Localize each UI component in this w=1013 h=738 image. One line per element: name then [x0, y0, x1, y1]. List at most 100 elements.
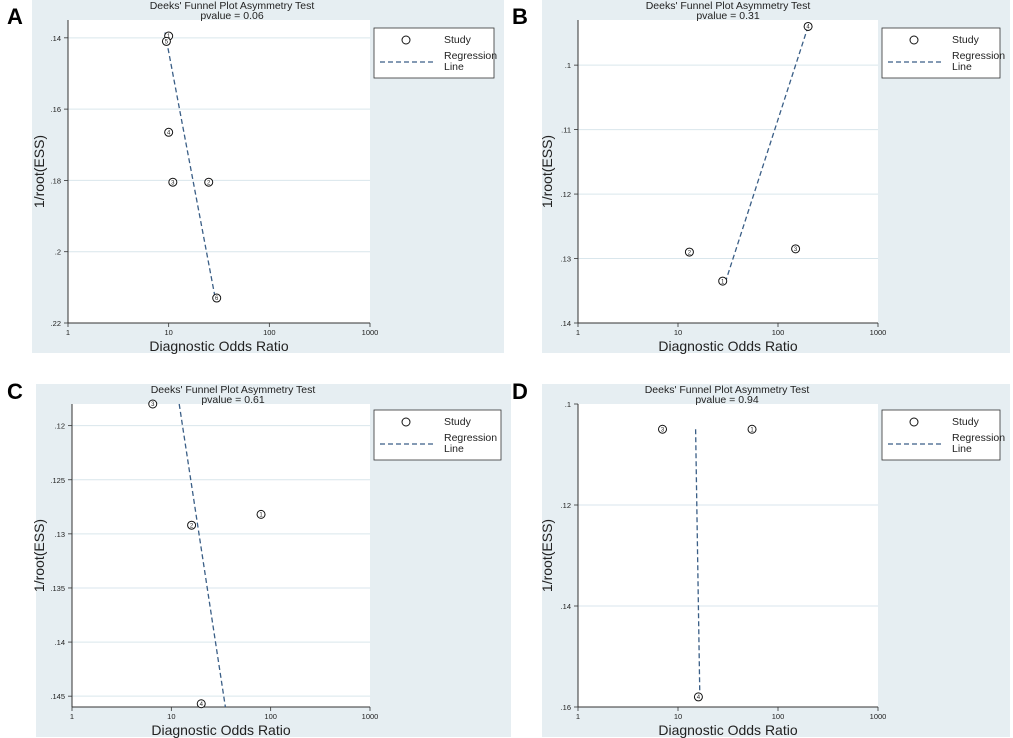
study-point: [658, 424, 668, 434]
x-axis-label: Diagnostic Odds Ratio: [151, 722, 291, 738]
legend-box: [881, 409, 1001, 461]
x-tick-label: 1000: [870, 328, 887, 337]
y-tick-label: .13: [55, 530, 65, 539]
study-point-label: 5: [165, 40, 169, 46]
study-point: [164, 127, 174, 137]
regression-line: [725, 26, 809, 282]
y-axis-label: 1/root(ESS): [31, 519, 47, 592]
x-axis-label: Diagnostic Odds Ratio: [658, 338, 798, 354]
pvalue-text: pvalue = 0.31: [696, 10, 760, 22]
legend-box: [881, 27, 1001, 79]
x-tick-label: 10: [674, 328, 682, 337]
regression-line: [694, 429, 701, 692]
study-point: [168, 177, 178, 187]
chart-panel-c: .12 .125 .13 .135 .14 .145 1 10 100 1000 Deeks' Fu…: [7, 379, 511, 738]
study-point: [803, 21, 813, 31]
study-point-label: 3: [794, 247, 798, 253]
y-tick-label: .11: [561, 126, 571, 135]
legend-study-label: Study: [444, 416, 472, 428]
study-point-label: 3: [151, 402, 155, 408]
regression-line: [164, 32, 216, 299]
study-point: [256, 509, 266, 519]
panel-letter: D: [512, 379, 528, 404]
y-tick-label: .14: [51, 34, 61, 43]
legend-regression-label: Regression: [444, 432, 497, 444]
regression-line: [178, 403, 227, 708]
study-point: [161, 36, 171, 46]
y-tick-label: .12: [55, 422, 65, 431]
legend-study-marker: [401, 35, 411, 45]
legend-regression-label: Regression: [444, 50, 497, 62]
chart-panel-b: .1 .11 .12 .13 .14 1 10 100 1000 Deeks' Funnel Pl…: [512, 0, 1010, 354]
legend-study-marker: [401, 417, 411, 427]
legend-regression-label: Regression: [952, 50, 1005, 62]
y-tick-label: .135: [50, 584, 65, 593]
y-tick-label: .12: [561, 190, 571, 199]
y-tick-label: .18: [51, 176, 61, 185]
x-tick-label: 100: [772, 328, 785, 337]
pvalue-text: pvalue = 0.94: [695, 394, 759, 406]
chart-panel-a: .14 .16 .18 .2 .22 1 10 100 1000 Deeks' Funnel Pl…: [7, 0, 504, 354]
legend-regression-label-line2: Line: [444, 61, 464, 73]
study-point-label: 2: [207, 180, 211, 186]
y-axis-label: 1/root(ESS): [539, 135, 555, 208]
y-tick-label: .14: [561, 602, 571, 611]
study-point-label: 1: [259, 513, 263, 519]
y-tick-label: .145: [50, 692, 65, 701]
study-point: [204, 177, 214, 187]
x-tick-label: 1: [70, 712, 74, 721]
x-tick-label: 1000: [362, 328, 379, 337]
chart-title: Deeks' Funnel Plot Asymmetry Test: [645, 384, 810, 396]
y-tick-label: .16: [51, 105, 61, 114]
x-tick-label: 10: [167, 712, 175, 721]
study-point: [747, 424, 757, 434]
legend-study-label: Study: [444, 34, 472, 46]
study-point: [684, 247, 694, 257]
x-tick-label: 100: [772, 712, 785, 721]
study-point: [187, 520, 197, 530]
y-tick-label: .13: [561, 255, 571, 264]
x-tick-label: 100: [264, 712, 277, 721]
study-point: [148, 399, 158, 409]
x-axis-label: Diagnostic Odds Ratio: [149, 338, 289, 354]
legend-box: [373, 27, 495, 79]
study-point-label: 1: [167, 34, 171, 40]
y-tick-label: .1: [565, 400, 571, 409]
chart-title: Deeks' Funnel Plot Asymmetry Test: [151, 384, 316, 396]
study-point-label: 3: [171, 180, 175, 186]
x-tick-label: 1: [576, 712, 580, 721]
panel-letter: C: [7, 379, 23, 404]
y-tick-label: .14: [55, 638, 65, 647]
legend-regression-label-line2: Line: [952, 443, 972, 455]
plot-area: [68, 20, 370, 323]
y-tick-label: .16: [561, 703, 571, 712]
study-point-label: 1: [721, 279, 725, 285]
x-tick-label: 1: [576, 328, 580, 337]
legend-study-marker: [909, 417, 919, 427]
x-tick-label: 1000: [362, 712, 379, 721]
pvalue-text: pvalue = 0.61: [201, 394, 265, 406]
plot-area: [72, 404, 370, 707]
legend-regression-label: Regression: [952, 432, 1005, 444]
y-tick-label: .14: [561, 319, 571, 328]
legend-box: [373, 409, 502, 461]
x-tick-label: 1: [66, 328, 70, 337]
x-tick-label: 10: [674, 712, 682, 721]
y-tick-label: .22: [51, 319, 61, 328]
study-point-label: 4: [697, 695, 701, 701]
study-point: [196, 699, 206, 709]
pvalue-text: pvalue = 0.06: [200, 10, 264, 22]
y-tick-label: .12: [561, 501, 571, 510]
y-tick-label: .1: [565, 61, 571, 70]
y-tick-label: .125: [50, 476, 65, 485]
legend-regression-label-line2: Line: [444, 443, 464, 455]
x-axis-label: Diagnostic Odds Ratio: [658, 722, 798, 738]
study-point-label: 1: [750, 427, 754, 433]
chart-title: Deeks' Funnel Plot Asymmetry Test: [150, 0, 315, 12]
study-point-label: 2: [688, 250, 692, 256]
y-tick-label: .2: [55, 248, 61, 257]
study-point-label: 4: [806, 25, 810, 31]
plot-area: [578, 404, 878, 707]
study-point: [212, 293, 222, 303]
